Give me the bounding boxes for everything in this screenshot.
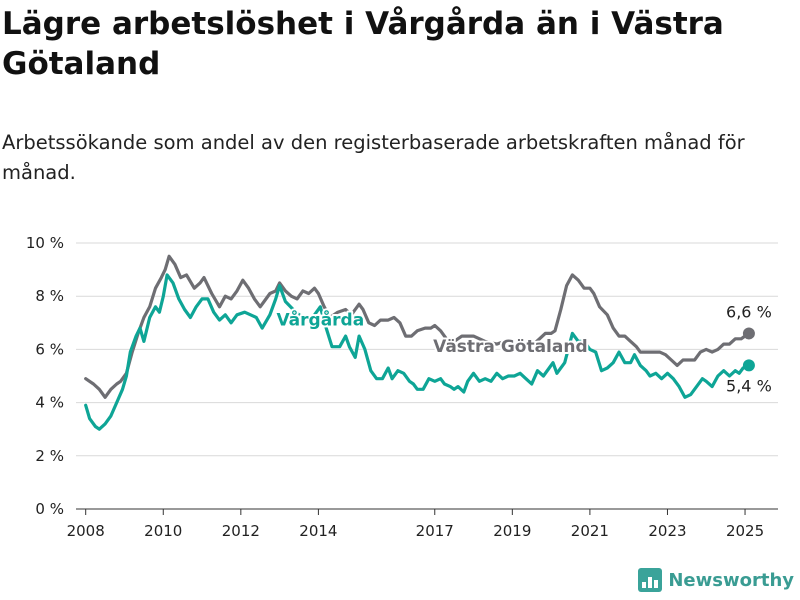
x-tick-label: 2017 (416, 522, 454, 540)
series-name-label: Västra Götaland (433, 337, 588, 357)
series-line-vårgårda (84, 273, 751, 431)
end-point-marker (742, 327, 755, 340)
series-line-västra-götaland (84, 254, 751, 399)
end-value-label: 5,4 % (726, 376, 772, 395)
x-tick-label: 2008 (67, 522, 105, 540)
brand-logo: Newsworthy (638, 568, 794, 592)
brand-name: Newsworthy (668, 569, 794, 591)
y-tick-label: 2 % (35, 447, 64, 465)
x-tick-label: 2012 (222, 522, 260, 540)
y-tick-label: 10 % (26, 234, 64, 252)
chart-title: Lägre arbetslöshet i Vårgårda än i Västr… (2, 6, 724, 82)
x-tick-label: 2010 (144, 522, 182, 540)
y-tick-label: 8 % (35, 287, 64, 305)
x-tick-label: 2019 (493, 522, 531, 540)
end-value-label: 6,6 % (726, 302, 772, 321)
y-axis-ticks: 0 % 2 % 4 % 6 % 8 % 10 % (26, 234, 64, 518)
x-axis: 2008 2010 2012 2014 2017 2019 2021 2023 2025 (67, 509, 764, 540)
y-tick-label: 0 % (35, 500, 64, 518)
gridlines (76, 242, 778, 510)
x-tick-label: 2021 (571, 522, 609, 540)
series-lines (84, 254, 755, 431)
y-tick-label: 6 % (35, 340, 64, 358)
bar-chart-icon (638, 568, 663, 592)
x-tick-label: 2025 (726, 522, 764, 540)
chart-subtitle: Arbetssökande som andel av den registerb… (2, 131, 745, 184)
y-tick-label: 4 % (35, 394, 64, 412)
series-name-label: Vårgårda (276, 308, 364, 330)
series-labels: 6,6 % 5,4 % Vårgårda Västra Götaland (274, 302, 772, 395)
end-point-marker (742, 359, 755, 372)
x-tick-label: 2023 (648, 522, 686, 540)
x-tick-label: 2014 (299, 522, 337, 540)
